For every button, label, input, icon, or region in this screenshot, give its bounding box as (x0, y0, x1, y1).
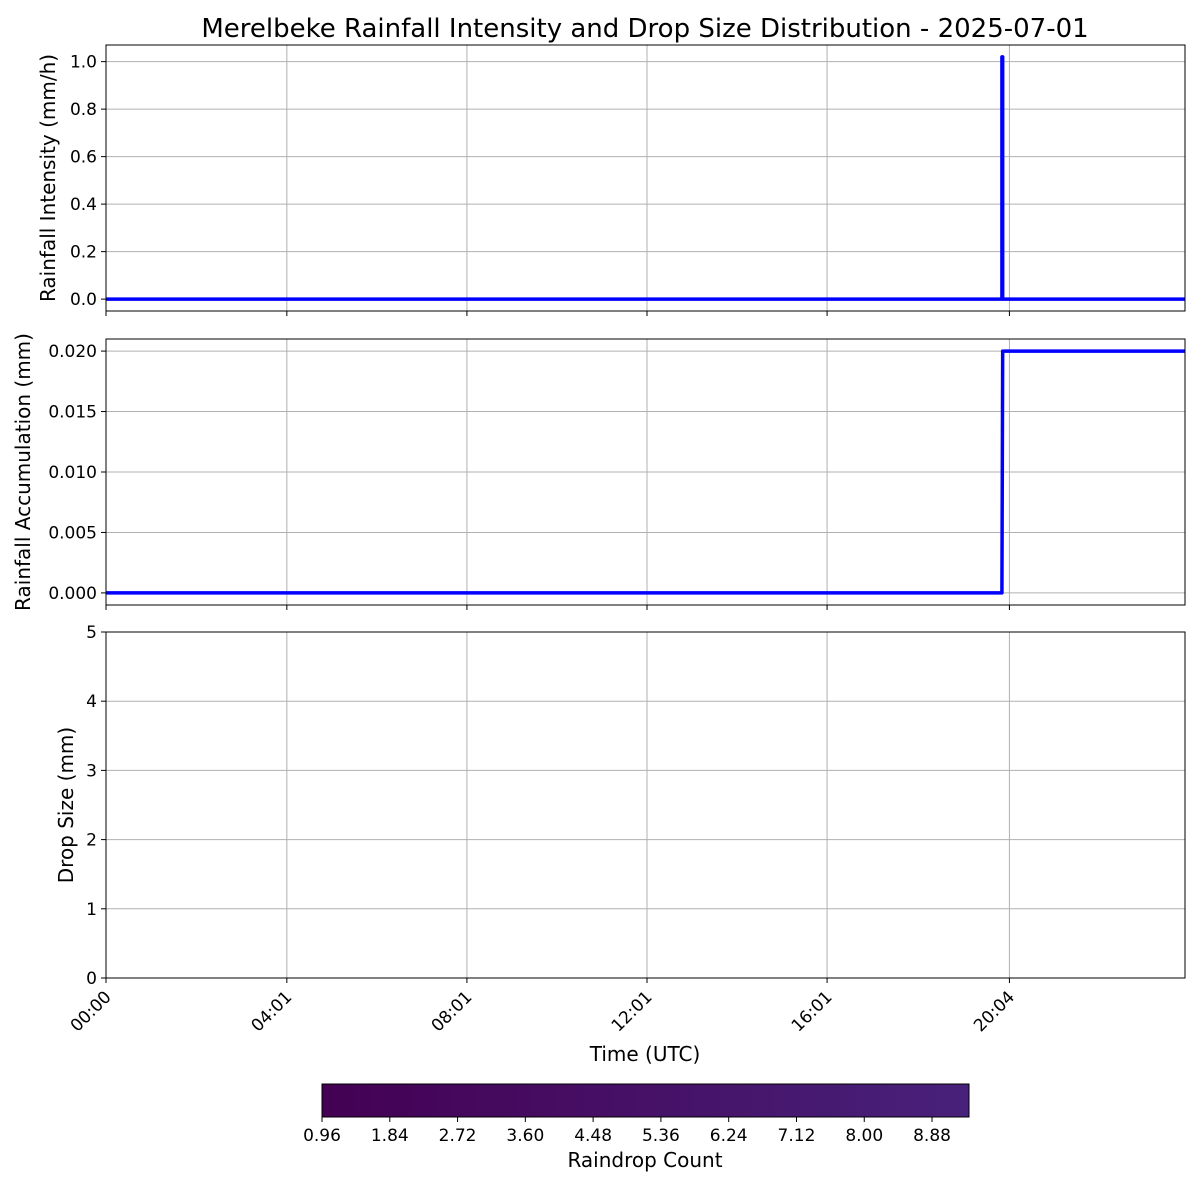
x-tick-label: 08:01 (428, 987, 477, 1036)
colorbar-tick-label: 0.96 (303, 1126, 341, 1146)
x-tick-label: 00:00 (67, 987, 116, 1036)
accumulation-x-ticks (105, 605, 1010, 610)
dropsize-y-tick-label: 4 (86, 692, 97, 712)
colorbar-tick-label: 1.84 (371, 1126, 409, 1146)
x-tick-label: 12:01 (608, 987, 657, 1036)
x-axis-label: Time (UTC) (589, 1042, 701, 1066)
intensity-y-tick-label: 0.0 (70, 290, 97, 310)
accumulation-y-tick-label: 0.015 (48, 403, 97, 423)
accumulation-y-ticks: 0.000 0.005 0.010 0.015 0.020 (48, 342, 106, 604)
accumulation-line (106, 349, 1185, 595)
dropsize-frame (105, 631, 1186, 979)
intensity-y-tick-label: 0.8 (70, 100, 97, 120)
intensity-panel: 0.0 0.2 0.4 0.6 0.8 1.0 Rainfall Intensity (m… (36, 44, 1186, 316)
dropsize-y-tick-label: 1 (86, 900, 97, 920)
accumulation-y-tick-label: 0.020 (48, 342, 97, 362)
intensity-grid (105, 45, 1185, 311)
x-tick-label: 16:01 (788, 987, 837, 1036)
dropsize-y-ticks: 0 1 2 3 4 5 (86, 623, 106, 989)
colorbar-ticks: 0.96 1.84 2.72 3.60 4.48 5.36 6.24 7.12 8.00 8.88 (303, 1117, 951, 1146)
intensity-line (106, 55, 1185, 301)
x-tick-label: 04:01 (248, 987, 297, 1036)
dropsize-grid (105, 631, 1185, 979)
intensity-y-label: Rainfall Intensity (mm/h) (36, 54, 60, 302)
chart-title: Merelbeke Rainfall Intensity and Drop Si… (201, 14, 1088, 44)
intensity-y-tick-label: 0.6 (70, 148, 97, 168)
accumulation-grid (105, 339, 1185, 605)
dropsize-y-label: Drop Size (mm) (54, 727, 78, 883)
colorbar-tick-label: 2.72 (439, 1126, 477, 1146)
colorbar-tick-label: 8.00 (845, 1126, 883, 1146)
colorbar-tick-label: 8.88 (913, 1126, 951, 1146)
accumulation-series (106, 349, 1185, 595)
dropsize-y-tick-label: 2 (86, 831, 97, 851)
dropsize-y-tick-label: 5 (86, 623, 97, 643)
colorbar-label: Raindrop Count (567, 1148, 722, 1172)
intensity-y-ticks: 0.0 0.2 0.4 0.6 0.8 1.0 (70, 53, 106, 310)
intensity-frame (105, 44, 1186, 312)
colorbar-tick-label: 3.60 (506, 1126, 544, 1146)
accumulation-y-tick-label: 0.000 (48, 584, 97, 604)
x-tick-label: 20:04 (970, 987, 1019, 1036)
intensity-x-ticks (105, 311, 1010, 316)
intensity-y-tick-label: 0.4 (70, 195, 97, 215)
dropsize-y-tick-label: 3 (86, 761, 97, 781)
dropsize-panel: 0 1 2 3 4 5 00:00 04:01 08:01 12:01 16:01 20:04 Dr… (54, 623, 1186, 1066)
intensity-y-tick-label: 0.2 (70, 243, 97, 263)
colorbar-gradient (321, 1083, 970, 1118)
accumulation-y-tick-label: 0.005 (48, 523, 97, 543)
accumulation-y-tick-label: 0.010 (48, 463, 97, 483)
intensity-y-tick-label: 1.0 (70, 53, 97, 73)
intensity-series (106, 55, 1185, 301)
colorbar-tick-label: 7.12 (778, 1126, 816, 1146)
colorbar-tick-label: 6.24 (710, 1126, 748, 1146)
colorbar-tick-label: 4.48 (574, 1126, 612, 1146)
colorbar: 0.96 1.84 2.72 3.60 4.48 5.36 6.24 7.12 8.00 8.88… (303, 1083, 970, 1172)
dropsize-x-ticks: 00:00 04:01 08:01 12:01 16:01 20:04 (67, 978, 1019, 1036)
colorbar-tick-label: 5.36 (642, 1126, 680, 1146)
accumulation-panel: 0.000 0.005 0.010 0.015 0.020 Rainfall Accum… (11, 333, 1186, 611)
dropsize-y-tick-label: 0 (86, 969, 97, 989)
accumulation-y-label: Rainfall Accumulation (mm) (11, 333, 35, 611)
